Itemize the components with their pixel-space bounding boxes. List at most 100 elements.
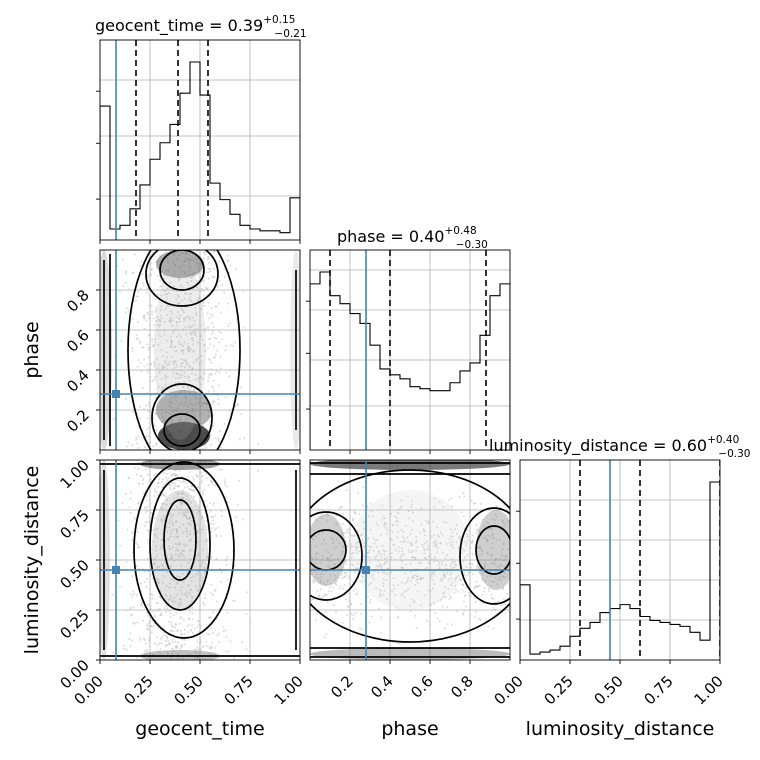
geocent-distance-sample-509	[196, 512, 199, 515]
phase-distance-sample-821	[401, 560, 404, 563]
geocent-phase-sample-162	[228, 409, 231, 412]
phase-distance-sample-649	[390, 556, 393, 559]
phase-distance-sample-702	[321, 555, 324, 558]
phase-distance-sample-448	[320, 558, 323, 561]
geocent-phase-sample-399	[180, 307, 183, 310]
phase-distance-sample-675	[323, 594, 326, 597]
phase-distance-sample-278	[323, 636, 326, 639]
geocent-distance-sample-750	[143, 649, 146, 652]
phase-distance-sample-777	[384, 557, 387, 560]
geocent-phase-sample-57	[207, 277, 210, 280]
phase-distance-sample-733	[411, 598, 414, 601]
luminosity-distance-x-ticklabel-1: 0.25	[540, 672, 576, 708]
geocent-distance-sample-812	[192, 489, 195, 492]
geocent-distance-sample-811	[128, 506, 131, 509]
geocent-distance-sample-820	[164, 495, 167, 498]
geocent-distance-sample-346	[167, 477, 170, 480]
phase-distance-sample-828	[462, 583, 465, 586]
geocent-phase-sample-515	[204, 350, 207, 353]
geocent-distance-sample-778	[131, 639, 134, 642]
phase-distance-sample-554	[411, 519, 414, 522]
geocent-distance-sample-723	[215, 534, 218, 537]
phase-distance-sample-823	[481, 518, 484, 521]
geocent-distance-sample-96	[226, 578, 229, 581]
geocent-distance-sample-744	[179, 622, 182, 625]
phase-distance-sample-457	[312, 581, 315, 584]
geocent-distance-sample-618	[143, 492, 146, 495]
geocent-distance-sample-395	[169, 582, 172, 585]
geocent-distance-sample-120	[157, 580, 160, 583]
phase-distance-sample-232	[411, 576, 414, 579]
geocent-phase-sample-597	[143, 408, 146, 411]
geocent-distance-sample-653	[164, 610, 167, 613]
geocent-distance-sample-78	[191, 612, 194, 615]
phase-distance-sample-587	[464, 587, 467, 590]
geocent-phase-sample-827	[205, 402, 208, 405]
geocent-phase-sample-466	[136, 365, 139, 368]
geocent-distance-sample-105	[153, 488, 156, 491]
phase-distance-sample-553	[483, 525, 486, 528]
geocent-phase-sample-449	[221, 284, 224, 287]
geocent-distance-sample-621	[202, 475, 205, 478]
phase-distance-sample-12	[399, 540, 402, 543]
geocent-distance-sample-564	[182, 489, 185, 492]
geocent-phase-sample-817	[174, 360, 177, 363]
phase-distance-sample-324	[415, 539, 418, 542]
phase-distance-sample-429	[368, 621, 371, 624]
geocent-distance-sample-768	[111, 593, 114, 596]
geocent-distance-sample-116	[185, 482, 188, 485]
phase-distance-sample-134	[448, 498, 451, 501]
phase-distance-sample-293	[351, 519, 354, 522]
geocent-distance-sample-722	[188, 522, 191, 525]
geocent-phase-sample-701	[147, 275, 150, 278]
geocent-distance-sample-1	[165, 503, 168, 506]
geocent-phase-sample-9	[146, 346, 149, 349]
geocent-distance-sample-207	[199, 517, 202, 520]
geocent-distance-sample-163	[213, 589, 216, 592]
phase-distance-sample-483	[476, 529, 479, 532]
geocent-distance-sample-847	[176, 575, 179, 578]
geocent-phase-sample-872	[194, 410, 197, 413]
geocent-phase-sample-718	[193, 328, 196, 331]
geocent-distance-sample-239	[257, 469, 260, 472]
phase-distance-sample-674	[377, 565, 380, 568]
phase-distance-sample-19	[503, 602, 506, 605]
geocent-phase-sample-128	[145, 428, 148, 431]
phase-distance-sample-357	[360, 612, 363, 615]
phase-distance-sample-676	[373, 542, 376, 545]
geocent-phase-sample-179	[196, 328, 199, 331]
geocent-phase-sample-785	[187, 346, 190, 349]
geocent-phase-sample-110	[154, 306, 157, 309]
geocent-phase-sample-355	[172, 289, 175, 292]
geocent-distance-sample-713	[183, 633, 186, 636]
phase-distance-sample-813	[401, 592, 404, 595]
geocent-distance-sample-826	[190, 600, 193, 603]
geocent-phase-sample-99	[188, 379, 191, 382]
phase-distance-sample-731	[355, 549, 358, 552]
geocent-phase-sample-181	[143, 446, 146, 449]
geocent-distance-sample-144	[199, 565, 202, 568]
geocent-phase-sample-494	[195, 286, 198, 289]
geocent-phase-sample-881	[166, 351, 169, 354]
geocent-phase-sample-646	[132, 271, 135, 274]
geocent-phase-sample-667	[217, 398, 220, 401]
geocent-distance-sample-73	[153, 613, 156, 616]
geocent-distance-sample-421	[166, 651, 169, 654]
geocent-phase-sample-366	[194, 274, 197, 277]
geocent-distance-sample-491	[245, 648, 248, 651]
phase-distance-sample-555	[485, 521, 488, 524]
phase-distance-sample-691	[385, 522, 388, 525]
geocent-distance-sample-756	[131, 539, 134, 542]
phase-distance-sample-153	[385, 598, 388, 601]
geocent-distance-sample-303	[157, 485, 160, 488]
geocent-distance-sample-589	[170, 519, 173, 522]
phase-distance-sample-771	[352, 551, 355, 554]
geocent-phase-sample-505	[204, 253, 207, 256]
geocent-phase-sample-233	[194, 307, 197, 310]
geocent-distance-sample-815	[129, 632, 132, 635]
geocent-distance-sample-175	[214, 484, 217, 487]
geocent-distance-sample-584	[192, 527, 195, 530]
phase-distance-sample-668	[418, 577, 421, 580]
geocent-phase-sample-705	[137, 359, 140, 362]
geocent-distance-sample-515	[205, 645, 208, 648]
